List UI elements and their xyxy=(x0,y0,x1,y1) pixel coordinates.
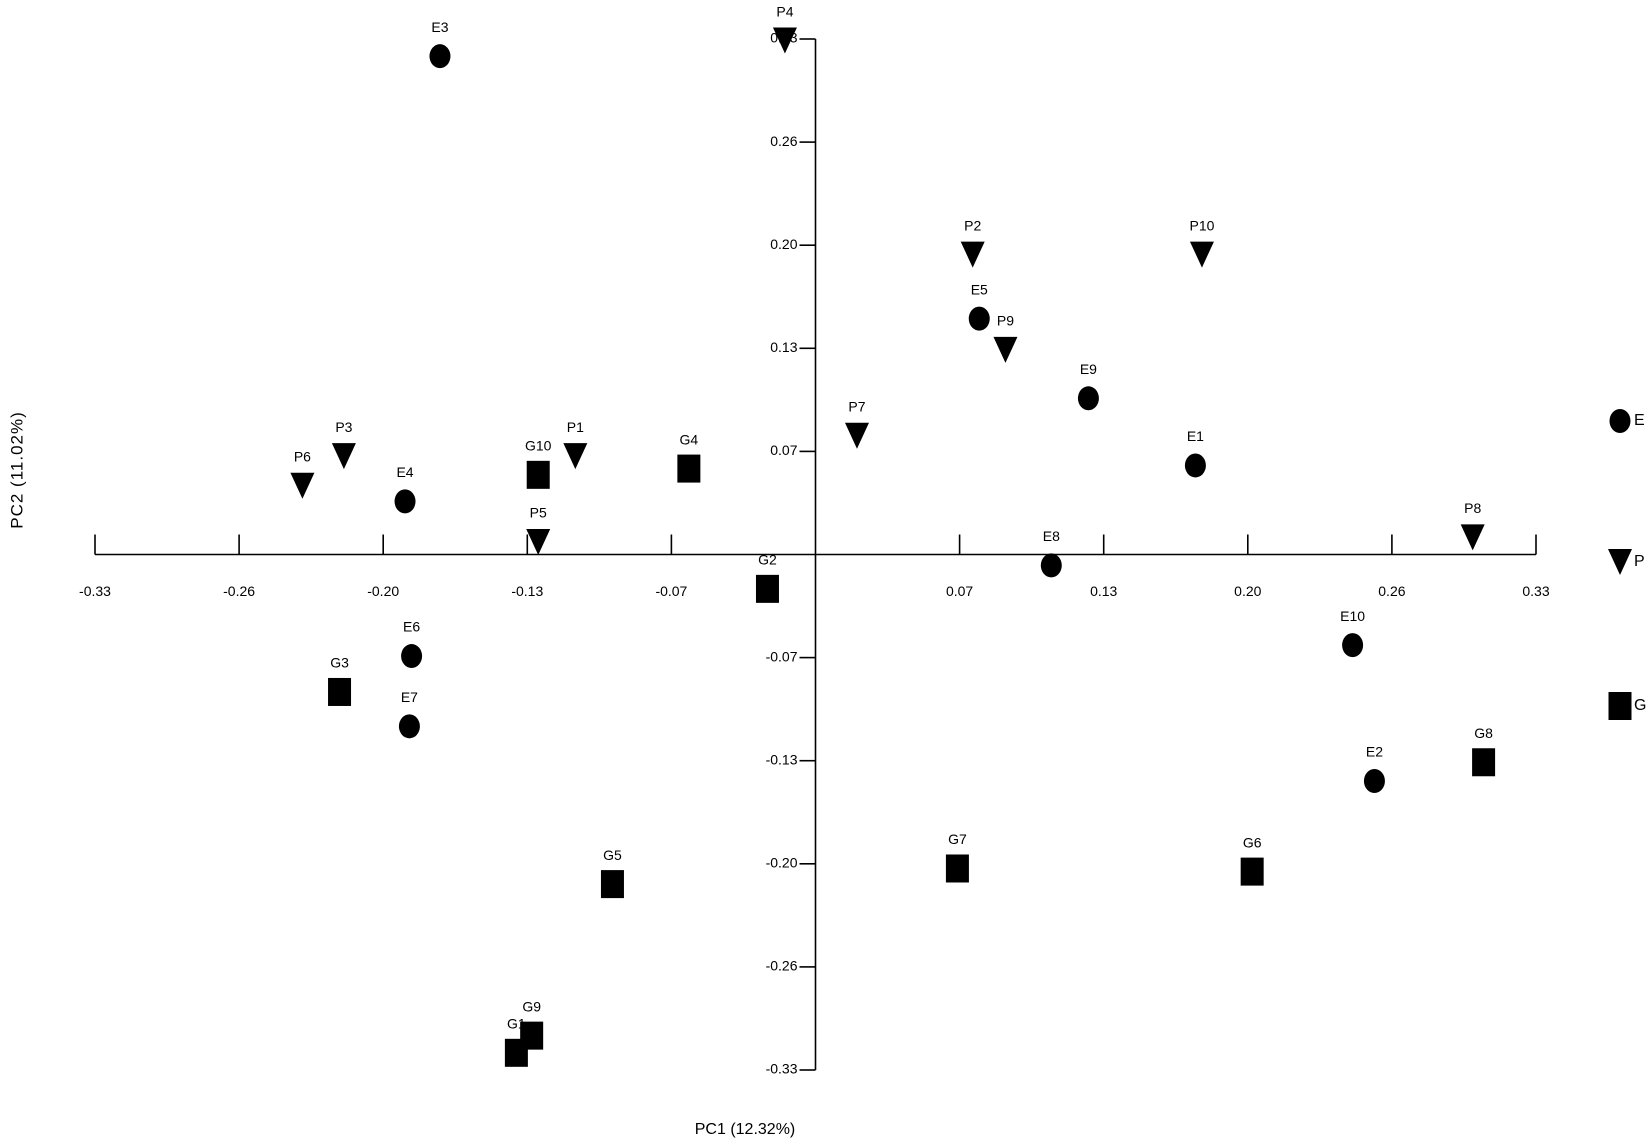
legend-label: E xyxy=(1634,412,1645,429)
point xyxy=(1460,524,1485,551)
x-tick-label: 0.33 xyxy=(1522,583,1549,599)
y-tick-label: -0.26 xyxy=(766,958,798,974)
x-tick-label: 0.20 xyxy=(1234,583,1261,599)
x-tick-label: 0.26 xyxy=(1378,583,1405,599)
y-axis-label: PC2 (11.02%) xyxy=(7,411,26,529)
point-label: G8 xyxy=(1474,725,1493,741)
point-label: G6 xyxy=(1243,834,1262,850)
point-label: E7 xyxy=(401,689,418,705)
y-tick-label: -0.20 xyxy=(766,855,798,871)
point xyxy=(1472,748,1496,777)
legend-label: P xyxy=(1634,553,1645,570)
point-label: G10 xyxy=(525,438,552,454)
point xyxy=(1342,633,1364,658)
point-label: P2 xyxy=(964,217,981,233)
x-tick-label: -0.07 xyxy=(655,583,687,599)
point xyxy=(1189,241,1214,268)
point-label: P6 xyxy=(294,448,311,464)
x-axis-label: PC1 (12.32%) xyxy=(695,1121,796,1138)
x-tick-label: 0.07 xyxy=(946,583,973,599)
point xyxy=(398,714,420,739)
x-tick-label: -0.20 xyxy=(367,583,399,599)
point-label: P5 xyxy=(530,505,547,521)
point-label: G9 xyxy=(522,998,541,1014)
point xyxy=(772,27,797,54)
legend-marker xyxy=(1608,549,1632,575)
legend-marker xyxy=(1608,692,1632,720)
y-tick-label: 0.20 xyxy=(770,236,797,252)
point xyxy=(968,306,990,331)
point xyxy=(328,677,352,706)
point-label: E5 xyxy=(971,281,988,297)
point xyxy=(401,644,423,669)
point-label: P9 xyxy=(997,313,1014,329)
x-tick-label: -0.13 xyxy=(511,583,543,599)
y-tick-label: 0.26 xyxy=(770,133,797,149)
legend-marker xyxy=(1609,409,1631,433)
point-label: E10 xyxy=(1340,608,1365,624)
point xyxy=(960,241,985,268)
point-label: P1 xyxy=(567,419,584,435)
point xyxy=(1184,453,1206,478)
point xyxy=(290,472,315,499)
point-label: E3 xyxy=(431,19,448,35)
point-label: P4 xyxy=(776,3,793,19)
point xyxy=(677,454,701,483)
point xyxy=(526,460,550,489)
point-label: G2 xyxy=(758,552,777,568)
y-tick-label: 0.07 xyxy=(770,442,797,458)
point-label: E4 xyxy=(396,464,413,480)
point xyxy=(1240,857,1264,886)
point-label: E2 xyxy=(1366,744,1383,760)
x-tick-label: -0.26 xyxy=(223,583,255,599)
point-label: P7 xyxy=(848,398,865,414)
point xyxy=(600,870,624,899)
point xyxy=(394,489,416,514)
point xyxy=(945,854,969,883)
y-tick-label: -0.13 xyxy=(766,751,798,767)
point xyxy=(520,1021,544,1050)
point-label: P3 xyxy=(335,419,352,435)
point-label: E8 xyxy=(1043,528,1060,544)
point-label: P8 xyxy=(1464,500,1481,516)
y-tick-label: -0.33 xyxy=(766,1061,798,1077)
x-tick-label: 0.13 xyxy=(1090,583,1117,599)
point-label: G3 xyxy=(330,655,349,671)
point xyxy=(429,44,451,69)
point-label: E6 xyxy=(403,619,420,635)
point xyxy=(526,529,551,556)
point-label: G4 xyxy=(680,431,699,447)
point-label: G7 xyxy=(948,831,967,847)
legend-label: G xyxy=(1634,697,1646,714)
point-label: G5 xyxy=(603,847,622,863)
point xyxy=(1077,386,1099,411)
point xyxy=(331,443,356,470)
point xyxy=(1363,769,1385,794)
point xyxy=(563,443,588,470)
y-tick-label: 0.13 xyxy=(770,339,797,355)
point xyxy=(993,336,1018,363)
point-label: E9 xyxy=(1080,361,1097,377)
point xyxy=(844,422,869,449)
point xyxy=(1040,553,1062,578)
x-tick-label: -0.33 xyxy=(79,583,111,599)
y-tick-label: -0.07 xyxy=(766,648,798,664)
point-label: P10 xyxy=(1189,217,1214,233)
point-label: E1 xyxy=(1187,428,1204,444)
point xyxy=(755,574,779,603)
